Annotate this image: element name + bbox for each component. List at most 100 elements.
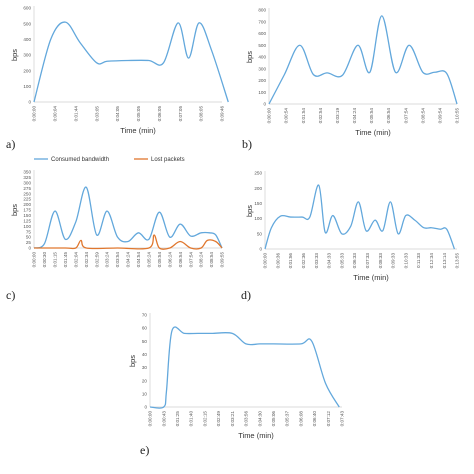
x-tick-label: 0:01:44 bbox=[73, 106, 78, 122]
x-tick-label: 0:03:19 bbox=[335, 108, 340, 124]
series-line-1 bbox=[33, 21, 229, 103]
y-tick-label: 250 bbox=[254, 171, 262, 176]
y-tick-label: 225 bbox=[23, 197, 31, 202]
y-tick-label: 100 bbox=[23, 224, 31, 229]
y-axis-title: bps bbox=[245, 51, 254, 63]
y-tick-label: 100 bbox=[254, 216, 262, 221]
x-tick-label: 0:05:54 bbox=[369, 108, 374, 124]
x-tick-label: 0:01:45 bbox=[63, 252, 68, 268]
series-line-1 bbox=[264, 184, 456, 250]
x-tick-label: 0:06:24 bbox=[167, 252, 172, 268]
x-tick-label: 0:00:36 bbox=[275, 253, 280, 269]
chart-b: 0 100 200 300 400 500 600 700 800 0:00:00 0:00:54 0… bbox=[242, 2, 465, 151]
y-tick-label: 350 bbox=[23, 170, 31, 175]
series-line-2 bbox=[33, 234, 223, 250]
x-tick-label: 0:08:54 bbox=[209, 252, 214, 268]
y-tick-label: 150 bbox=[23, 213, 31, 218]
y-tick-label: 60 bbox=[142, 326, 148, 331]
x-tick-label: 0:00:43 bbox=[161, 411, 166, 427]
x-tick-label: 0:03:05 bbox=[94, 106, 99, 122]
x-tick-label: 0:02:59 bbox=[94, 252, 99, 268]
chart-a-svg: 0 100 200 300 400 500 600 0:00:00 0:00:04 0:01:44… bbox=[10, 6, 229, 135]
y-tick-label: 600 bbox=[23, 6, 31, 11]
x-tick-label: 0:04:54 bbox=[136, 252, 141, 268]
x-tick-label: 0:01:25 bbox=[175, 411, 180, 427]
y-tick-label: 175 bbox=[23, 208, 31, 213]
x-tick-label: 0:11:33 bbox=[416, 253, 421, 268]
y-tick-label: 125 bbox=[23, 218, 31, 223]
y-tick-label: 50 bbox=[26, 235, 32, 240]
x-tick-label: 0:00:04 bbox=[52, 106, 57, 122]
x-tick-label: 0:04:30 bbox=[257, 411, 262, 427]
x-tick-label: 0:03:24 bbox=[105, 252, 110, 268]
x-tick-label: 0:05:37 bbox=[285, 411, 290, 427]
x-tick-label: 0:04:24 bbox=[126, 252, 131, 268]
x-tick-label: 0:10:33 bbox=[403, 253, 408, 269]
panel-label-c: c) bbox=[6, 288, 16, 302]
x-axis-title: Time (min) bbox=[238, 431, 274, 440]
x-tick-label: 0:06:54 bbox=[178, 252, 183, 268]
x-tick-label: 0:08:24 bbox=[199, 252, 204, 268]
x-tick-label: 0:00:00 bbox=[32, 106, 37, 122]
x-tick-label: 0:06:40 bbox=[312, 411, 317, 427]
x-axis-title: Time (min) bbox=[120, 126, 156, 135]
y-tick-label: 0 bbox=[28, 246, 31, 251]
x-tick-label: 0:02:04 bbox=[73, 252, 78, 268]
chart-d-svg: 0 50 100 150 200 250 0:00:00 0:00:36 0:01:56 0:02… bbox=[245, 171, 460, 282]
y-axis-title: bps bbox=[245, 205, 254, 217]
x-tick-label: 0:05:24 bbox=[146, 252, 151, 268]
x-tick-label: 0:02:54 bbox=[318, 108, 323, 124]
x-tick-label: 0:03:56 bbox=[244, 411, 249, 427]
x-tick-label: 0:07:54 bbox=[403, 108, 408, 124]
x-tick-label: 0:00:00 bbox=[148, 411, 153, 427]
legend-label: Lost packets bbox=[151, 157, 185, 163]
panel-label-a: a) bbox=[6, 137, 16, 151]
x-tick-label: 0:02:15 bbox=[202, 411, 207, 427]
panel-label-b: b) bbox=[242, 137, 252, 151]
x-tick-label: 0:13:14 bbox=[442, 253, 447, 269]
series-line-1 bbox=[33, 186, 223, 249]
y-tick-label: 150 bbox=[254, 201, 262, 206]
y-tick-label: 800 bbox=[258, 8, 266, 13]
x-tick-label: 0:01:15 bbox=[52, 252, 57, 268]
x-tick-label: 0:12:34 bbox=[429, 253, 434, 269]
x-tick-label: 0:02:49 bbox=[216, 411, 221, 427]
x-tick-label: 0:06:54 bbox=[386, 108, 391, 124]
y-axis-title: bps bbox=[10, 49, 19, 61]
y-axis-title: bps bbox=[10, 204, 19, 216]
y-tick-label: 0 bbox=[144, 405, 147, 410]
y-tick-label: 50 bbox=[142, 339, 148, 344]
y-tick-label: 50 bbox=[257, 231, 263, 236]
x-tick-label: 0:02:36 bbox=[301, 253, 306, 269]
y-tick-label: 200 bbox=[258, 78, 266, 83]
y-tick-label: 275 bbox=[23, 186, 31, 191]
x-tick-label: 0:04:05 bbox=[115, 106, 120, 122]
x-tick-label: 0:00:00 bbox=[32, 252, 37, 268]
y-tick-label: 0 bbox=[259, 247, 262, 252]
y-tick-label: 30 bbox=[142, 365, 148, 370]
x-tick-label: 0:04:24 bbox=[352, 108, 357, 124]
x-tick-label: 0:00:54 bbox=[284, 108, 289, 124]
chart-d: 0 50 100 150 200 250 0:00:00 0:00:36 0:01:56 0:02… bbox=[241, 165, 465, 302]
x-axis-title: Time (min) bbox=[355, 128, 391, 137]
chart-b-svg: 0 100 200 300 400 500 600 700 800 0:00:00 0:00:54 0… bbox=[245, 8, 460, 137]
series-line-1 bbox=[149, 326, 340, 409]
chart-e: 0 10 20 30 40 50 60 70 0:00:00 0:00:43 0:01:25 0:01… bbox=[128, 307, 350, 467]
x-tick-label: 0:13:55 bbox=[455, 253, 460, 269]
x-tick-label: 0:01:40 bbox=[189, 411, 194, 427]
y-tick-label: 300 bbox=[23, 180, 31, 185]
x-tick-label: 0:06:33 bbox=[352, 253, 357, 269]
x-tick-label: 0:09:54 bbox=[438, 108, 443, 124]
x-tick-label: 0:09:46 bbox=[220, 106, 225, 122]
legend-label: Consumed bandwidth bbox=[51, 157, 109, 163]
x-tick-label: 0:05:33 bbox=[339, 253, 344, 269]
chart-e-svg: 0 10 20 30 40 50 60 70 0:00:00 0:00:43 0:01:25 0:01… bbox=[128, 313, 345, 440]
y-tick-label: 10 bbox=[142, 391, 148, 396]
y-tick-label: 400 bbox=[23, 37, 31, 42]
y-tick-label: 325 bbox=[23, 175, 31, 180]
x-tick-label: 0:09:33 bbox=[391, 253, 396, 269]
y-tick-label: 75 bbox=[26, 229, 32, 234]
x-tick-label: 0:05:54 bbox=[157, 252, 162, 268]
x-tick-label: 0:06:05 bbox=[157, 106, 162, 122]
y-tick-label: 300 bbox=[23, 53, 31, 58]
